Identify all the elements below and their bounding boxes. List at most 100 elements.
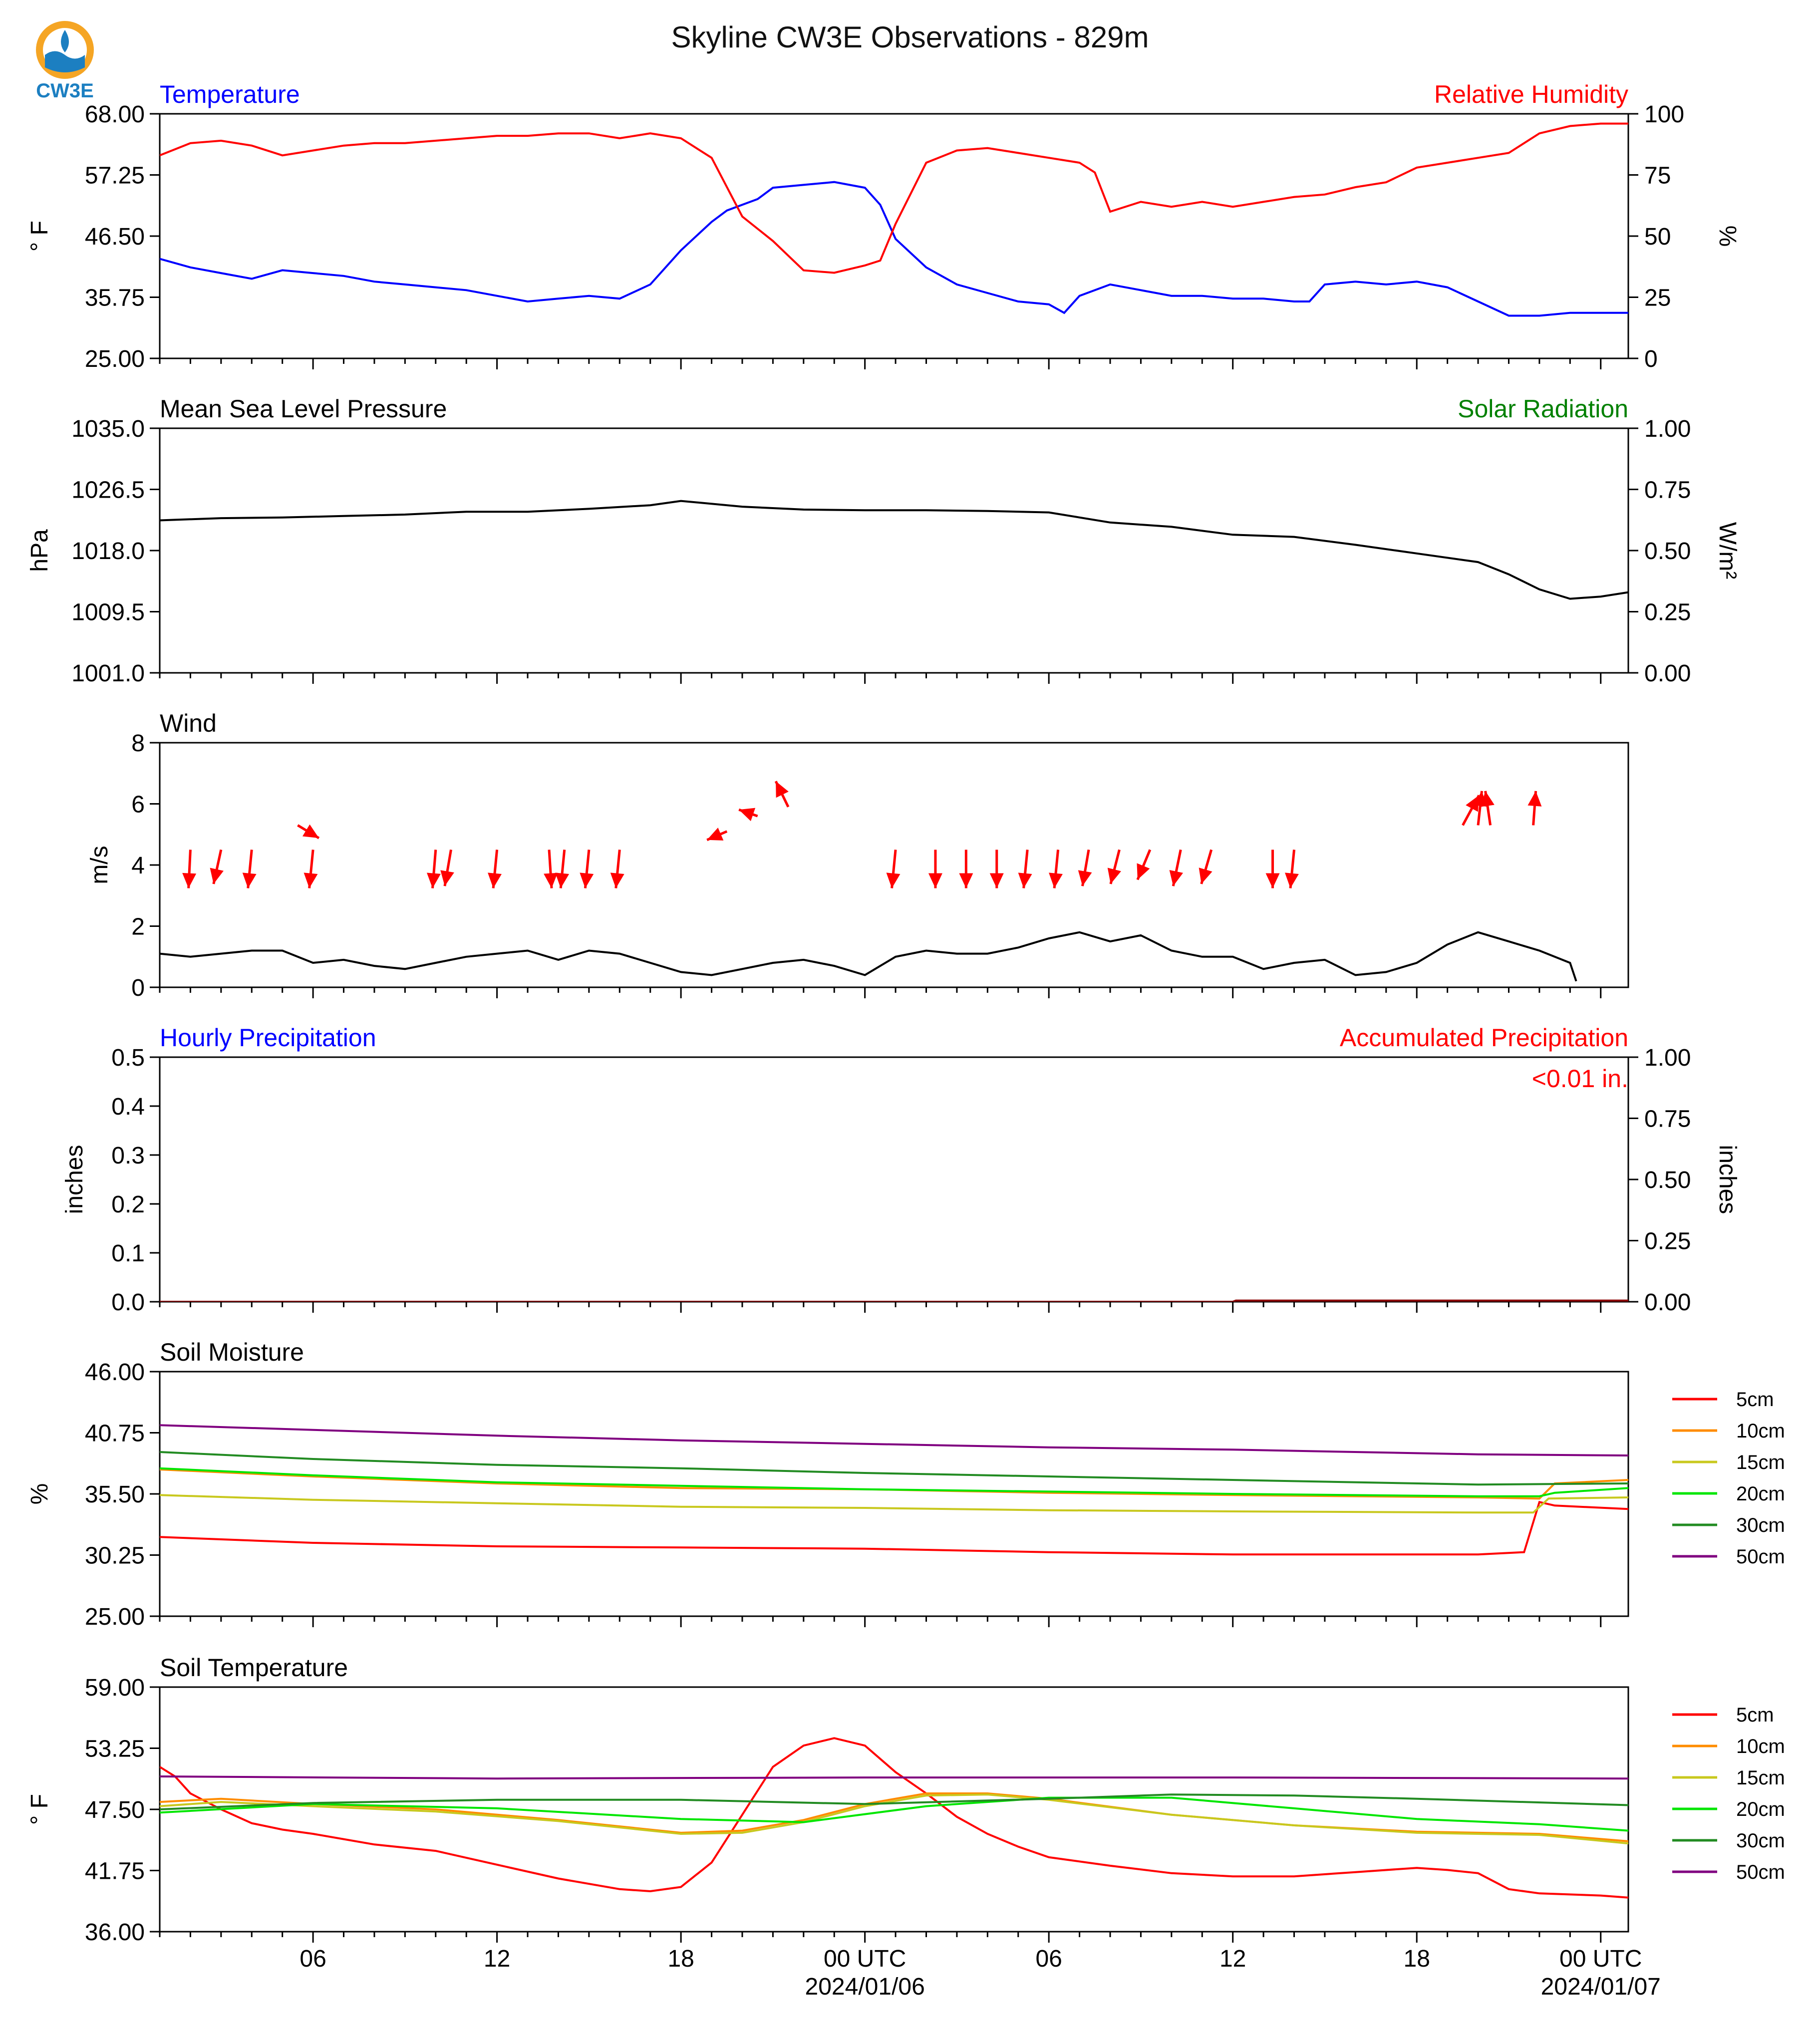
y-left-tick-label: 53.25 (85, 1736, 145, 1762)
y-right-tick-label: 0.75 (1644, 477, 1691, 504)
logo-text: CW3E (36, 80, 94, 102)
y-right-tick-label: 0.25 (1644, 1228, 1691, 1255)
series-relative-humidity (160, 122, 1628, 274)
y-left-axis-label: inches (61, 1145, 88, 1214)
plot-frame (159, 1056, 1629, 1303)
wind-arrow-head (1018, 872, 1032, 888)
legend-label: 5cm (1736, 1389, 1774, 1411)
y-left-tick-label: 25.00 (85, 1604, 145, 1630)
panel-title-right: Relative Humidity (1434, 80, 1628, 108)
y-left-tick-label: 36.00 (85, 1919, 145, 1946)
y-right-axis-label: W/m² (1714, 522, 1741, 579)
y-left-axis-label: ° F (26, 1794, 53, 1825)
wind-arrow-head (1137, 863, 1150, 880)
y-left-axis-label: ° F (26, 221, 53, 252)
y-left-tick-label: 30.25 (85, 1543, 145, 1569)
x-tick-label: 00 UTC (1559, 1946, 1642, 1972)
y-right-tick-label: 1.00 (1644, 416, 1691, 442)
panel-mean-sea-level-pressure: 1001.0 1009.5 1018.0 1026.5 1035.0 0.00 0.25 0.… (26, 395, 1741, 687)
y-left-tick-label: 6 (131, 792, 145, 818)
panel-title-left: Temperature (160, 80, 300, 108)
panel-title-left: Soil Temperature (160, 1654, 348, 1682)
legend-label: 20cm (1736, 1798, 1785, 1820)
legend-label: 50cm (1736, 1546, 1785, 1568)
wind-arrow-head (1078, 870, 1092, 886)
y-right-tick-label: 0.50 (1644, 538, 1691, 565)
series-30cm (160, 1793, 1628, 1810)
wind-arrow-head (886, 872, 901, 888)
logo-wave (45, 51, 85, 72)
precip-annotation: <0.01 in. (1532, 1065, 1628, 1093)
wind-arrow-head (488, 872, 502, 888)
legend-label: 20cm (1736, 1483, 1785, 1505)
y-right-tick-label: 0.50 (1644, 1167, 1691, 1193)
y-right-tick-label: 0.00 (1644, 660, 1691, 687)
y-left-tick-label: 57.25 (85, 163, 145, 189)
panel-soil-moisture: 25.00 30.25 35.50 40.75 46.00 Soil Moisture% (26, 1338, 1629, 1630)
wind-arrow-head (928, 873, 942, 888)
y-right-tick-label: 1.00 (1644, 1045, 1691, 1071)
wind-arrow-head (610, 872, 624, 888)
panel-title-right: Solar Radiation (1458, 395, 1628, 423)
y-left-tick-label: 25.00 (85, 346, 145, 372)
x-tick-label: 06 (300, 1946, 326, 1972)
y-left-tick-label: 0 (131, 975, 145, 1001)
wind-arrow-head (1284, 872, 1299, 888)
y-right-tick-label: 0.75 (1644, 1106, 1691, 1133)
panel-title-right: Accumulated Precipitation (1340, 1024, 1628, 1052)
wind-arrow-head (440, 870, 454, 886)
series-20cm (160, 1467, 1628, 1497)
plot-frame (159, 1371, 1629, 1617)
y-left-tick-label: 0.2 (111, 1191, 145, 1218)
y-left-tick-label: 40.75 (85, 1421, 145, 1447)
y-left-tick-label: 59.00 (85, 1675, 145, 1701)
y-left-tick-label: 1009.5 (71, 599, 145, 626)
y-left-tick-label: 68.00 (85, 101, 145, 128)
series-10cm (160, 1468, 1628, 1500)
panel-wind: 0 2 4 6 8 Wind m/s (86, 709, 1629, 1001)
wind-arrow-head (1527, 791, 1542, 807)
wind-arrow-head (182, 872, 197, 888)
y-left-tick-label: 0.1 (111, 1240, 145, 1267)
logo-drop-icon (61, 30, 69, 52)
y-right-tick-label: 100 (1644, 101, 1684, 128)
wind-arrow-head (1199, 868, 1213, 884)
y-left-tick-label: 4 (131, 853, 145, 879)
wind-arrow-head (707, 828, 724, 841)
y-left-tick-label: 1026.5 (71, 477, 145, 504)
y-left-axis-label: m/s (86, 846, 113, 884)
wind-arrow-head (210, 868, 224, 884)
series-20cm (160, 1796, 1628, 1832)
legend-label: 30cm (1736, 1830, 1785, 1852)
y-left-axis-label: % (26, 1483, 53, 1505)
y-left-tick-label: 35.75 (85, 285, 145, 311)
series-5cm (160, 1500, 1628, 1556)
wind-arrow-head (544, 872, 558, 888)
x-tick-label: 06 (1035, 1946, 1062, 1972)
panel-title-left: Mean Sea Level Pressure (160, 395, 447, 423)
plot-frame (159, 427, 1629, 674)
wind-arrow-head (739, 808, 756, 822)
x-date-label: 2024/01/07 (1541, 1974, 1661, 2000)
y-left-tick-label: 35.50 (85, 1481, 145, 1508)
panel-soil-temperature: 36.00 41.75 47.50 53.25 59.00 Soil Temperatur… (26, 1654, 1629, 1946)
panel-title-left: Soil Moisture (160, 1338, 304, 1366)
y-right-tick-label: 0.25 (1644, 599, 1691, 626)
legend-label: 15cm (1736, 1451, 1785, 1473)
series-15cm (160, 1494, 1628, 1514)
wind-arrows (182, 781, 1542, 888)
y-left-tick-label: 8 (131, 730, 145, 757)
panel-title-left: Wind (160, 709, 217, 737)
series-wind-speed (160, 931, 1577, 982)
series-50cm (160, 1424, 1628, 1456)
panel-temperature: 25.00 35.75 46.50 57.25 68.00 0 25 50 75 100 Tempe… (26, 80, 1741, 372)
y-left-tick-label: 2 (131, 914, 145, 940)
x-tick-label: 12 (1219, 1946, 1246, 1972)
wind-arrow-head (1265, 873, 1280, 888)
y-left-tick-label: 46.00 (85, 1359, 145, 1386)
y-left-tick-label: 46.50 (85, 224, 145, 250)
y-right-tick-label: 50 (1644, 224, 1671, 250)
series-temperature (160, 181, 1628, 317)
series-30cm (160, 1451, 1628, 1486)
